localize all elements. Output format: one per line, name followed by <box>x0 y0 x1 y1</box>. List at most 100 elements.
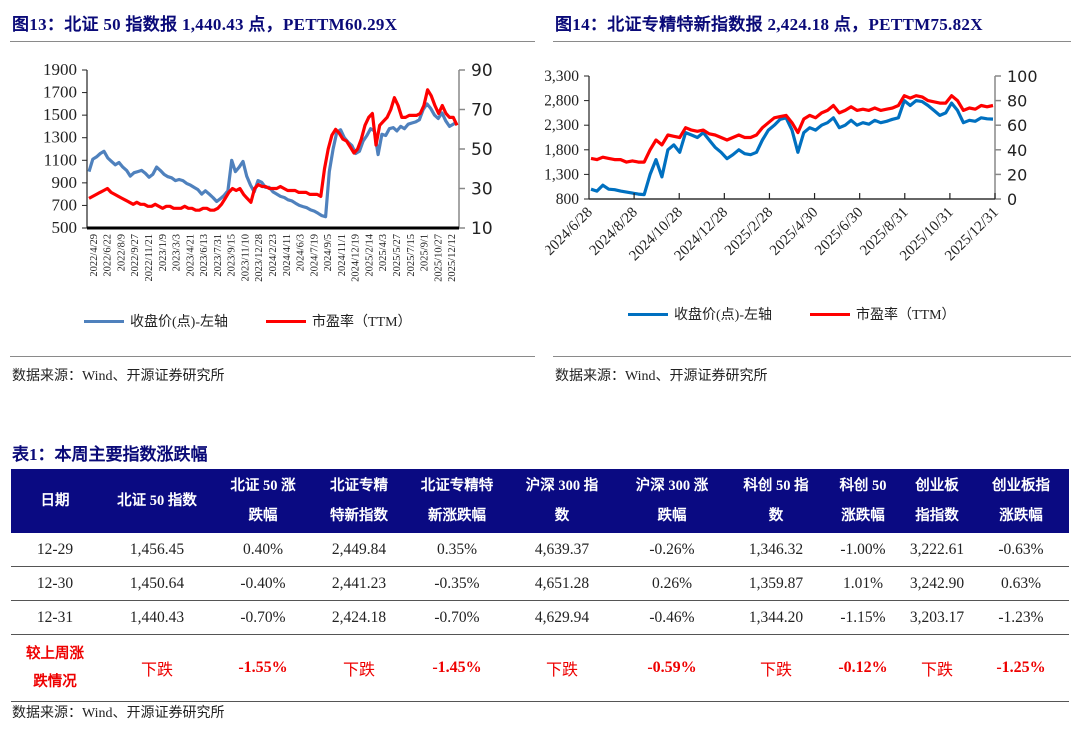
x-tick-label: 2024/9/5 <box>323 234 334 271</box>
table-cell: -0.26% <box>617 533 727 567</box>
table-cell: 3,222.61 <box>901 533 973 567</box>
x-tick-label: 2025/2/28 <box>722 205 776 259</box>
column-header-text: 数 <box>554 508 570 524</box>
column-header-text: 跌幅 <box>248 508 278 524</box>
column-header: 沪深 300 指数 <box>507 469 617 533</box>
summary-cell: 下跌 <box>311 634 407 702</box>
x-tick-label: 2023/11/10 <box>240 234 251 281</box>
x-tick-label: 2022/4/29 <box>89 234 100 277</box>
legend-swatch-close <box>628 312 668 316</box>
legend-label-close: 收盘价(点)-左轴 <box>130 315 228 330</box>
table-cell: 12-31 <box>11 600 99 635</box>
right-tick-label: 20 <box>1007 165 1027 184</box>
legend-swatch-close <box>84 319 124 323</box>
right-tick-label: 90 <box>471 61 493 81</box>
x-tick-label: 2022/8/9 <box>116 234 127 271</box>
figure13-source-rule <box>10 356 535 357</box>
column-header-text: 日期 <box>40 493 70 509</box>
chart13: 1900 1700 1500 1300 1100 900 700 500 90 70 50 30 10 2… <box>43 60 493 282</box>
left-tick-label: 2,300 <box>545 117 579 134</box>
x-tick-label: 2025/4/3 <box>378 234 389 271</box>
table-cell: 1,346.32 <box>727 533 825 567</box>
table-cell: -0.40% <box>215 566 311 601</box>
table-cell: 0.26% <box>617 566 727 601</box>
figure14-title-rule <box>553 41 1071 42</box>
column-header: 创业板指 涨跌幅 <box>973 469 1069 533</box>
figure13-source: 数据来源：Wind、开源证券研究所 <box>12 369 225 384</box>
x-tick-label: 2022/9/27 <box>130 234 141 277</box>
right-tick-label: 50 <box>471 140 493 160</box>
table-cell: 1.01% <box>825 566 901 601</box>
column-header-text: 沪深 300 涨 <box>635 478 709 494</box>
table-cell: -1.00% <box>825 533 901 567</box>
table-cell: 4,651.28 <box>507 566 617 601</box>
left-tick-label: 1700 <box>43 83 77 102</box>
table-cell: 12-30 <box>11 566 99 601</box>
figure14-source-rule <box>553 356 1071 357</box>
x-tick-label: 2024/7/19 <box>309 234 320 277</box>
table-row: 12-29 1,456.45 0.40% 2,449.84 0.35% 4,639.37-… <box>11 533 1069 567</box>
summary-label-line2: 跌情况 <box>33 674 77 690</box>
column-header-text: 新涨跌幅 <box>428 508 486 524</box>
close-price-line <box>87 102 458 219</box>
column-header: 北证 50 指数 <box>99 469 215 533</box>
column-header-text: 北证 50 涨 <box>230 478 296 494</box>
column-header: 沪深 300 涨跌幅 <box>617 469 727 533</box>
column-header-text: 科创 50 <box>839 478 887 494</box>
table-cell: 1,450.64 <box>99 566 215 601</box>
figure13-title-rule <box>10 41 535 42</box>
right-tick-label: 30 <box>471 180 493 200</box>
left-tick-label: 900 <box>52 173 78 192</box>
index-performance-table: 日期 北证 50 指数 北证 50 涨跌幅 北证专精 特新指数 北证专精特 新涨跌幅 沪深 3… <box>11 469 1069 702</box>
x-tick-label: 2023/3/3 <box>172 234 183 271</box>
table-cell: 3,203.17 <box>901 600 973 635</box>
right-tick-label: 0 <box>1007 190 1017 209</box>
column-header-text: 北证专精 <box>330 478 388 494</box>
x-tick-label: 2024/4/11 <box>282 234 293 276</box>
left-tick-label: 2,800 <box>545 93 579 110</box>
table1-title: 表1：本周主要指数涨跌幅 <box>12 445 208 464</box>
x-tick-label: 2023/1/9 <box>158 234 169 271</box>
right-tick-label: 70 <box>471 101 493 121</box>
close-price-line <box>590 98 994 197</box>
left-tick-label: 1900 <box>43 60 77 79</box>
table-cell: 4,639.37 <box>507 533 617 567</box>
column-header: 创业板 指指数 <box>901 469 973 533</box>
table-cell: -0.35% <box>407 566 507 601</box>
column-header: 日期 <box>11 469 99 533</box>
column-header: 科创 50 涨跌幅 <box>825 469 901 533</box>
left-tick-label: 1,300 <box>545 166 579 183</box>
figure14-title: 图14：北证专精特新指数报 2,424.18 点，PETTM75.82X <box>555 15 983 34</box>
left-tick-label: 1300 <box>43 128 77 147</box>
left-tick-label: 3,300 <box>545 68 579 85</box>
x-tick-label: 2023/7/31 <box>213 234 224 277</box>
summary-cell: -1.45% <box>407 634 507 702</box>
legend-swatch-pe <box>266 319 306 323</box>
x-tick-label: 2022/11/21 <box>144 234 155 281</box>
column-header-text: 指指数 <box>915 508 959 524</box>
chart13-legend: 收盘价(点)-左轴 市盈率（TTM） <box>84 311 412 331</box>
table-cell: 1,344.20 <box>727 600 825 635</box>
column-header-text: 涨跌幅 <box>841 508 885 524</box>
summary-label-line1: 较上周涨 <box>26 646 84 662</box>
column-header-text: 北证 50 指数 <box>117 493 197 509</box>
summary-cell: -0.59% <box>617 634 727 702</box>
figure14-source: 数据来源：Wind、开源证券研究所 <box>555 369 768 384</box>
table-header-row: 日期 北证 50 指数 北证 50 涨跌幅 北证专精 特新指数 北证专精特 新涨跌幅 沪深 3… <box>11 469 1069 533</box>
table-cell: 4,629.94 <box>507 600 617 635</box>
x-tick-label: 2023/6/13 <box>199 234 210 277</box>
right-tick-label: 40 <box>1007 141 1027 160</box>
column-header-text: 涨跌幅 <box>999 508 1043 524</box>
column-header: 北证 50 涨跌幅 <box>215 469 311 533</box>
chart14-legend: 收盘价(点)-左轴 市盈率（TTM） <box>628 304 956 324</box>
legend-swatch-pe <box>810 312 850 316</box>
column-header-text: 北证专精特 <box>420 478 494 494</box>
x-tick-label: 2025/9/1 <box>420 234 431 271</box>
x-tick-label: 2024/6/3 <box>296 234 307 271</box>
left-tick-label: 500 <box>52 218 78 237</box>
table-row: 12-30 1,450.64 -0.40% 2,441.23 -0.35% 4,651.2… <box>11 566 1069 601</box>
table-cell: 0.35% <box>407 533 507 567</box>
legend-label-close: 收盘价(点)-左轴 <box>674 308 772 323</box>
table-cell: -0.70% <box>407 600 507 635</box>
x-tick-label: 2025/2/14 <box>364 233 375 276</box>
